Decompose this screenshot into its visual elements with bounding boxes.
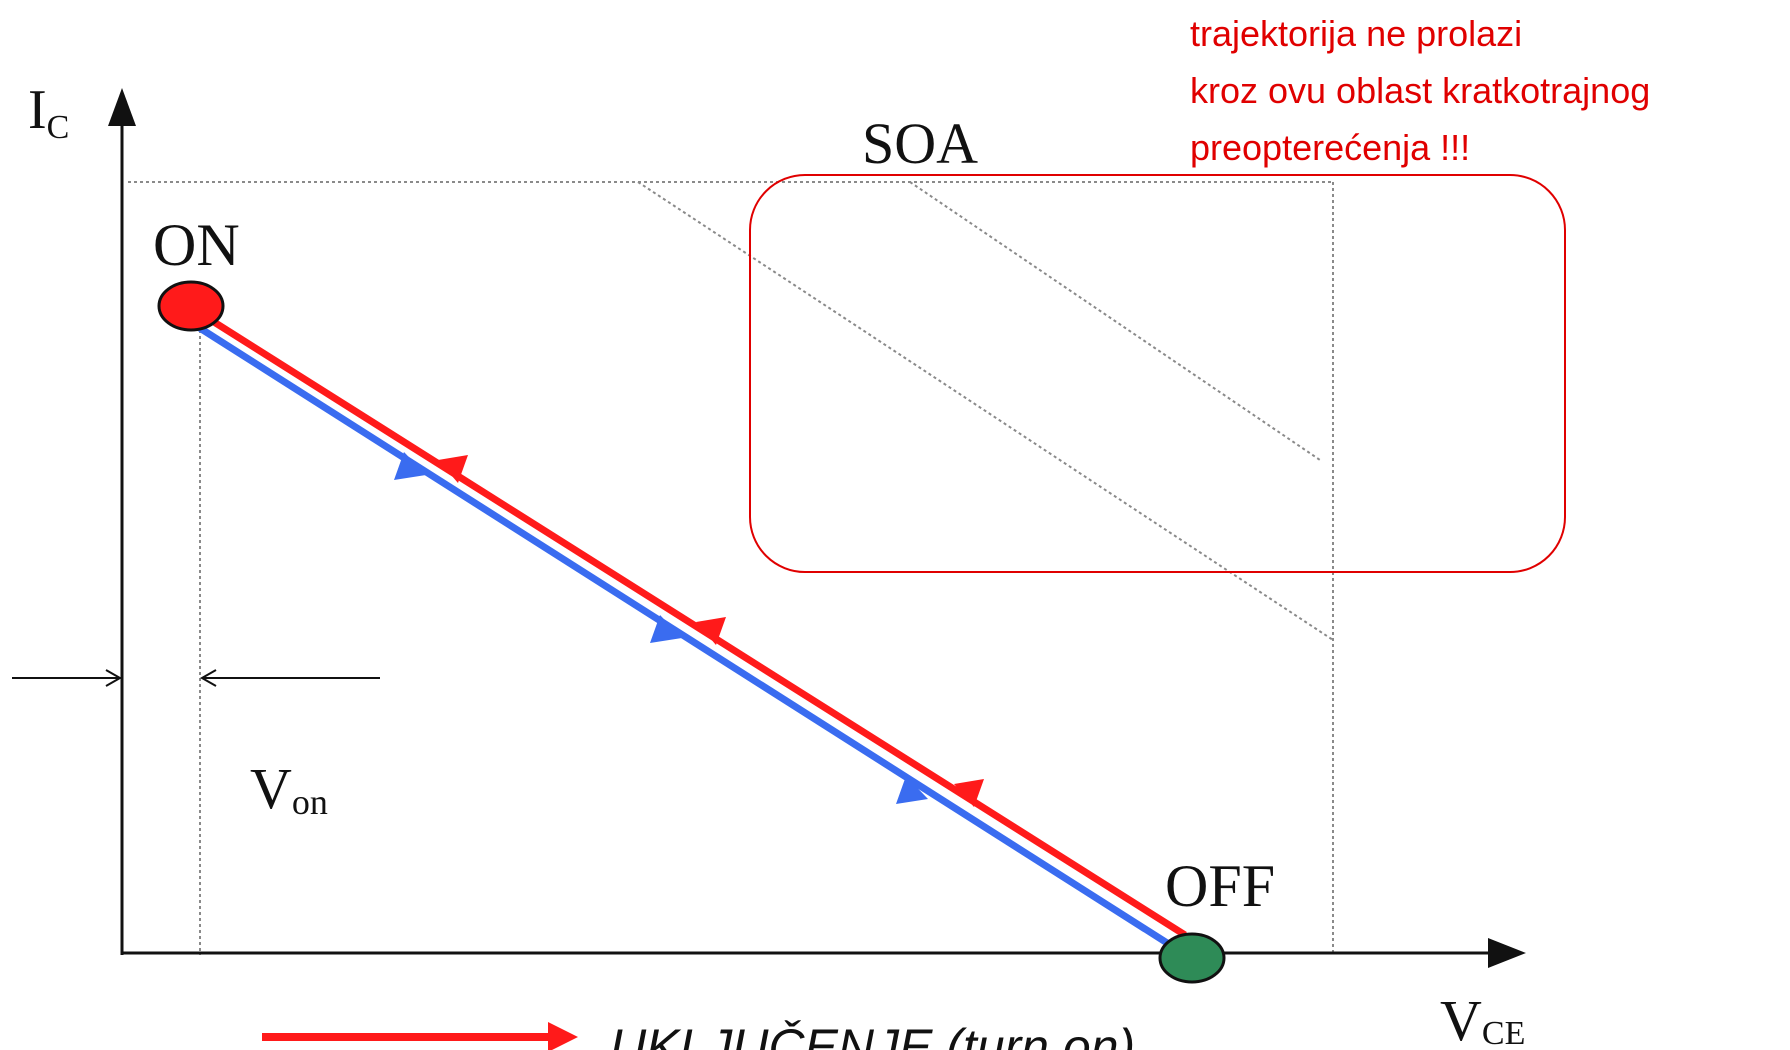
x-axis-label: VCE bbox=[1440, 988, 1525, 1050]
turn-on-trajectory bbox=[193, 307, 1187, 938]
y-axis-arrowhead bbox=[108, 88, 136, 126]
soa-boundary bbox=[128, 181, 1334, 955]
legend-turn-on-arrowhead bbox=[548, 1022, 578, 1050]
soa-label: SOA bbox=[862, 111, 978, 176]
turn-off-arrow-2 bbox=[650, 615, 682, 643]
annotation-line-2: kroz ovu oblast kratkotrajnog bbox=[1190, 70, 1650, 111]
overload-region-highlight bbox=[749, 174, 1566, 573]
turn-on-arrow-2 bbox=[696, 617, 726, 645]
turn-off-trajectory bbox=[193, 322, 1177, 951]
von-right-arrowhead bbox=[199, 669, 217, 687]
off-label: OFF bbox=[1165, 853, 1275, 919]
on-label: ON bbox=[153, 212, 240, 278]
turn-on-arrow-1 bbox=[438, 455, 468, 483]
soa-diagonal-outer bbox=[909, 181, 1321, 461]
legend: UKLJUČENJE (turn on) bbox=[262, 1019, 1135, 1050]
axes bbox=[108, 88, 1526, 968]
turn-on-arrow-3 bbox=[954, 779, 984, 807]
trajectories bbox=[193, 307, 1187, 951]
x-axis-arrowhead bbox=[1488, 938, 1526, 968]
annotation: trajektorija ne prolazi kroz ovu oblast … bbox=[1190, 13, 1650, 168]
legend-turn-on-label: UKLJUČENJE (turn on) bbox=[610, 1019, 1135, 1050]
annotation-line-1: trajektorija ne prolazi bbox=[1190, 13, 1522, 54]
von-dimension bbox=[12, 669, 380, 687]
von-left-arrowhead bbox=[105, 669, 123, 687]
on-point bbox=[157, 280, 225, 332]
off-point bbox=[1158, 932, 1226, 984]
annotation-line-3: preopterećenja !!! bbox=[1190, 127, 1470, 168]
y-axis-label: IC bbox=[28, 79, 69, 146]
soa-diagonal-inner bbox=[637, 181, 1334, 641]
turn-off-arrow-3 bbox=[896, 776, 928, 804]
von-label: Von bbox=[250, 756, 328, 822]
turn-off-arrow-1 bbox=[394, 452, 426, 480]
